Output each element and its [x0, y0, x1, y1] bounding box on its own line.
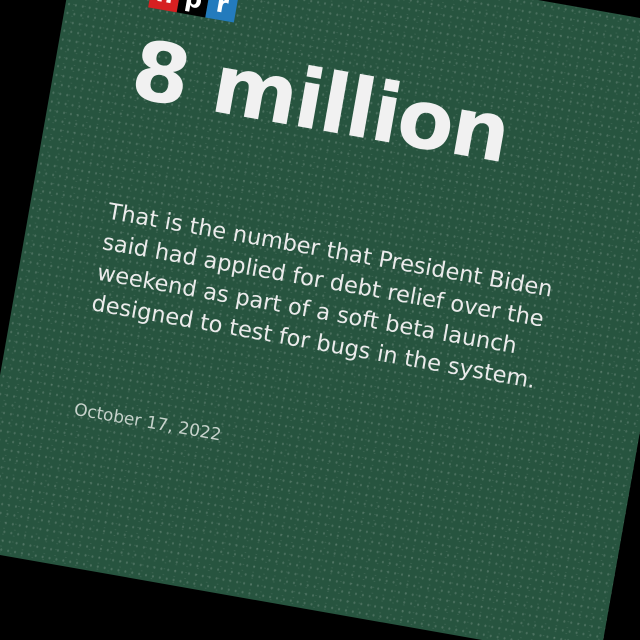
npr-logo: n p r [148, 0, 239, 23]
npr-logo-r: r [205, 0, 239, 23]
publish-date: October 17, 2022 [72, 399, 223, 446]
headline-stat: 8 million [124, 22, 516, 183]
body-text: That is the number that President Biden … [89, 198, 555, 395]
